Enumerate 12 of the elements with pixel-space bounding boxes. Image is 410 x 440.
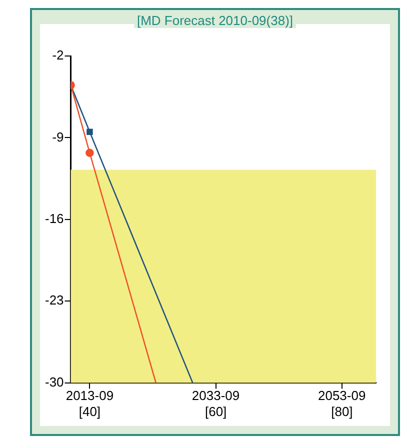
- x2-tick-label: [80]: [331, 404, 353, 419]
- x-tick-label: 2013-09: [66, 388, 114, 404]
- x2-tick-label: [60]: [204, 404, 227, 419]
- x2-tick-label: [40]: [78, 404, 101, 419]
- x-tick-label: 2033-09: [192, 388, 240, 404]
- y-tick-label: -23: [44, 292, 64, 308]
- x-tick-label: 2053-09: [318, 388, 366, 404]
- y-tick-label: -30: [44, 374, 64, 390]
- y-tick-label: -16: [44, 210, 64, 226]
- chart-title: [MD Forecast 2010-09(38)]: [134, 13, 296, 28]
- y-tick-label: -9: [52, 129, 64, 144]
- y-tick-label: -2: [52, 48, 64, 63]
